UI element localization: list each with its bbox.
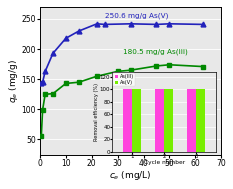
Text: 180.5 mg/g As(III): 180.5 mg/g As(III)	[123, 49, 188, 55]
Text: 250.6 mg/g As(V): 250.6 mg/g As(V)	[105, 13, 168, 19]
Y-axis label: $q_e$ (mg/g): $q_e$ (mg/g)	[7, 59, 20, 103]
X-axis label: $c_e$ (mg/L): $c_e$ (mg/L)	[109, 169, 152, 182]
